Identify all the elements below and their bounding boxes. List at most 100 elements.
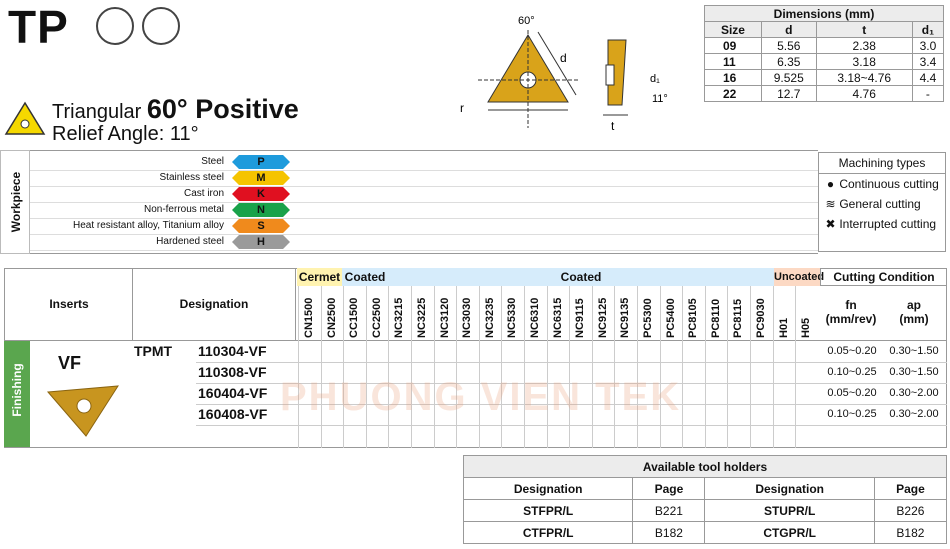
grade-column-divider: [591, 286, 593, 448]
header-divider: [4, 340, 947, 341]
general-icon: ≋: [825, 197, 836, 211]
iso-badge-n: N: [232, 203, 290, 217]
grade-column-divider: [727, 286, 729, 448]
dim-header: d: [760, 21, 817, 38]
diagram-angle: 60°: [518, 15, 535, 27]
dim-cell: 09: [704, 37, 762, 54]
triangle-shape-icon: [4, 101, 46, 135]
finishing-label: Finishing: [10, 363, 24, 417]
dim-cell: 4.76: [815, 85, 913, 102]
grade-column-label: NC3235: [483, 297, 496, 338]
designation-header-box: [132, 268, 296, 340]
insert-image: [46, 385, 119, 437]
diagram-d: d: [560, 51, 567, 65]
grade-column-label: NC3215: [393, 297, 406, 338]
grade-column-divider: [795, 286, 797, 448]
grade-column-divider: [456, 286, 458, 448]
designation-code: 110304-VF: [198, 343, 267, 359]
grade-column-divider: [320, 286, 322, 448]
holder-cell: B226: [873, 499, 948, 522]
fn-label: fn: [845, 298, 857, 312]
grade-column-divider: [478, 286, 480, 448]
dim-cell: 3.0: [911, 37, 945, 54]
grade-column-label: NC5330: [506, 297, 519, 338]
iso-badge-h: H: [232, 235, 290, 249]
chipbreaker-label: VF: [58, 353, 82, 373]
continuous-icon: ●: [826, 177, 835, 191]
dim-cell: 9.525: [760, 69, 817, 86]
designation-code: 160408-VF: [198, 406, 268, 422]
holder-header: Designation: [462, 477, 634, 500]
dimensions-table: Dimensions (mm) Size d t d₁ 09 5.56 2.38 3.…: [704, 5, 945, 102]
ap-header: ap (mm): [882, 298, 946, 326]
workpiece-title: Workpiece: [9, 171, 23, 233]
row-divider: [30, 218, 818, 219]
grade-column-label: NC9115: [574, 298, 587, 338]
ap-value: 0.30~2.00: [889, 408, 939, 420]
iso-badge-m: M: [232, 171, 290, 185]
row-divider: [196, 383, 947, 384]
grade-column-divider: [343, 286, 345, 448]
grade-column-divider: [569, 286, 571, 448]
dim-cell: 3.18~4.76: [815, 69, 913, 86]
ap-unit: (mm): [899, 312, 929, 326]
dim-cell: 3.4: [911, 53, 945, 70]
legend-continuous: ● Continuous cutting: [819, 174, 945, 194]
designation-code: 160404-VF: [198, 385, 268, 401]
grade-column-label: H01: [777, 317, 790, 338]
row-divider: [30, 250, 818, 251]
dim-cell: 3.18: [815, 53, 913, 70]
grade-column-label: CN1500: [303, 297, 315, 338]
legend-interrupted-label: Interrupted cutting: [839, 217, 937, 231]
grade-column-divider: [546, 286, 548, 448]
workpiece-name: Hardened steel: [156, 236, 224, 247]
fn-header: fn (mm/rev): [820, 298, 882, 326]
dim-cell: 22: [704, 85, 762, 102]
diagram-relief: 11°: [652, 93, 668, 105]
grade-column-label: PC8105: [687, 298, 700, 338]
grade-column-divider: [411, 286, 412, 448]
relief-angle: Relief Angle: 11°: [52, 123, 199, 145]
grade-column-divider: [704, 286, 706, 448]
dim-header: d₁: [911, 21, 945, 38]
grade-column-label: CN2500: [325, 297, 338, 338]
dim-cell: 6.35: [760, 53, 817, 70]
iso-badge-k: K: [232, 187, 290, 201]
dim-cell: 12.7: [760, 85, 817, 102]
iso-badge-p: P: [232, 155, 290, 169]
workpiece-name: Non-ferrous metal: [143, 204, 224, 215]
diagram-r: r: [460, 101, 464, 115]
series-code: TP: [8, 1, 69, 53]
workpiece-name: Stainless steel: [159, 172, 224, 183]
holder-header: Designation: [704, 477, 875, 500]
watermark: PHUONG VIEN TEK: [280, 375, 682, 419]
row-divider: [30, 234, 818, 235]
designation-header: Designation: [179, 297, 249, 311]
fn-value: 0.10~0.25: [827, 408, 877, 420]
grade-column-label: NC9125: [596, 297, 609, 338]
workpiece-section: [0, 150, 818, 254]
grade-column-label: H05: [800, 317, 813, 338]
grade-column-label: PC9030: [755, 298, 767, 338]
grade-column-label: NC6315: [551, 297, 564, 338]
fn-value: 0.05~0.20: [827, 345, 877, 357]
row-divider: [196, 404, 947, 405]
dim-cell: 16: [704, 69, 762, 86]
diagram-t: t: [611, 119, 615, 133]
interrupted-icon: ✖: [825, 217, 836, 231]
grade-column-divider: [614, 286, 616, 448]
insert-diagram: 60° d r t d₁ 11°: [460, 15, 668, 133]
legend-general: ≋ General cutting: [819, 194, 945, 214]
dimensions-title: Dimensions (mm): [704, 5, 944, 22]
grade-column-divider: [433, 286, 435, 448]
ap-label: ap: [906, 298, 921, 312]
dim-cell: 4.4: [911, 69, 945, 86]
holder-cell: CTFPR/L: [462, 521, 634, 544]
holder-cell: B221: [632, 499, 706, 522]
legend-general-label: General cutting: [839, 197, 921, 211]
row-divider: [196, 425, 947, 426]
dim-cell: 2.38: [815, 37, 913, 54]
ap-value: 0.30~2.00: [889, 387, 939, 399]
row-divider: [30, 186, 818, 187]
dim-header: t: [815, 21, 913, 38]
